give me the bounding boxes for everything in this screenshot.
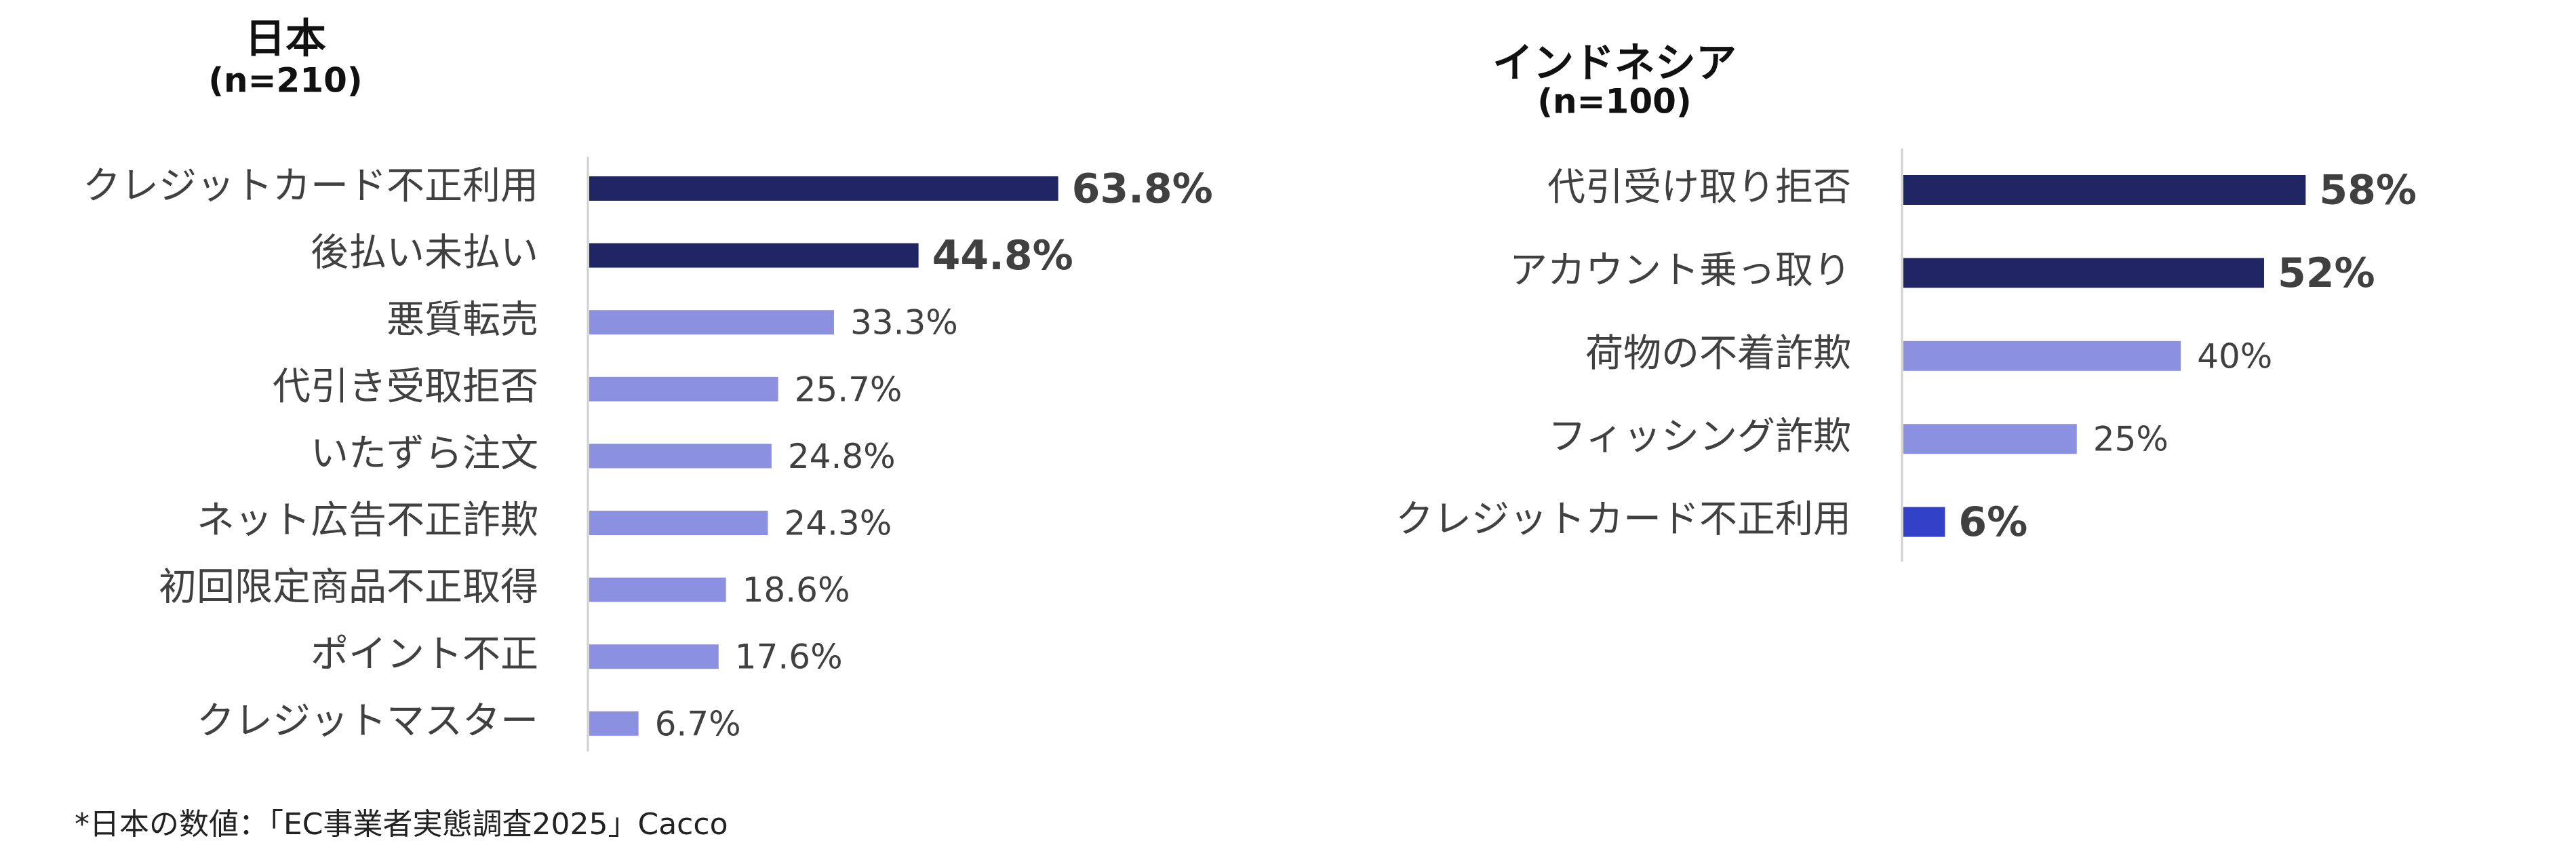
bar [589,511,768,535]
category-label: アカウント乗っ取り [1509,249,1851,293]
value-label: 24.3% [784,504,892,543]
category-label: ネット広告不正詐欺 [197,498,538,543]
bar [589,644,719,669]
category-label: 初回限定商品不正取得 [159,566,538,610]
chart-subtitle: (n=100) [1537,82,1692,121]
footnote: *日本の数値：「EC事業者実態調査2025」Cacco [75,807,728,842]
bar [589,310,834,335]
bar [589,176,1058,201]
bar [589,711,639,736]
value-label: 25.7% [795,370,903,409]
value-label: 17.6% [735,638,843,677]
value-label: 6.7% [655,704,741,743]
value-label: 33.3% [850,303,958,342]
bar [589,376,778,401]
category-label: フィッシング詐欺 [1548,414,1851,458]
value-label: 63.8% [1072,165,1213,213]
category-label: クレジットカード不正利用 [83,164,538,208]
bar [1903,175,2306,205]
chart-title: 日本 [245,16,326,63]
chart-subtitle: (n=210) [208,61,363,100]
category-label: 悪質転売 [387,298,538,342]
bar [589,243,919,268]
bar [1903,340,2181,371]
value-label: 25% [2093,420,2168,459]
category-label: 荷物の不着詐欺 [1585,332,1851,376]
value-label: 18.6% [742,570,850,610]
category-label: いたずら注文 [311,432,538,476]
value-label: 6% [1958,498,2027,546]
category-label: 後払い未払い [311,231,538,275]
category-label: クレジットマスター [197,699,538,743]
value-label: 58% [2319,167,2417,214]
chart-title: インドネシア [1492,40,1737,87]
bar [589,577,726,602]
category-label: 代引受け取り拒否 [1547,165,1851,210]
bar [1903,258,2264,288]
bar [589,444,772,469]
value-label: 52% [2278,250,2375,297]
value-label: 44.8% [932,232,1073,279]
category-label: クレジットカード不正利用 [1395,498,1851,542]
value-label: 40% [2197,336,2272,376]
bar [1903,424,2077,454]
category-label: ポイント不正 [311,632,538,676]
category-label: 代引き受取拒否 [273,365,538,409]
value-label: 24.8% [788,437,896,476]
bar [1903,507,1945,537]
